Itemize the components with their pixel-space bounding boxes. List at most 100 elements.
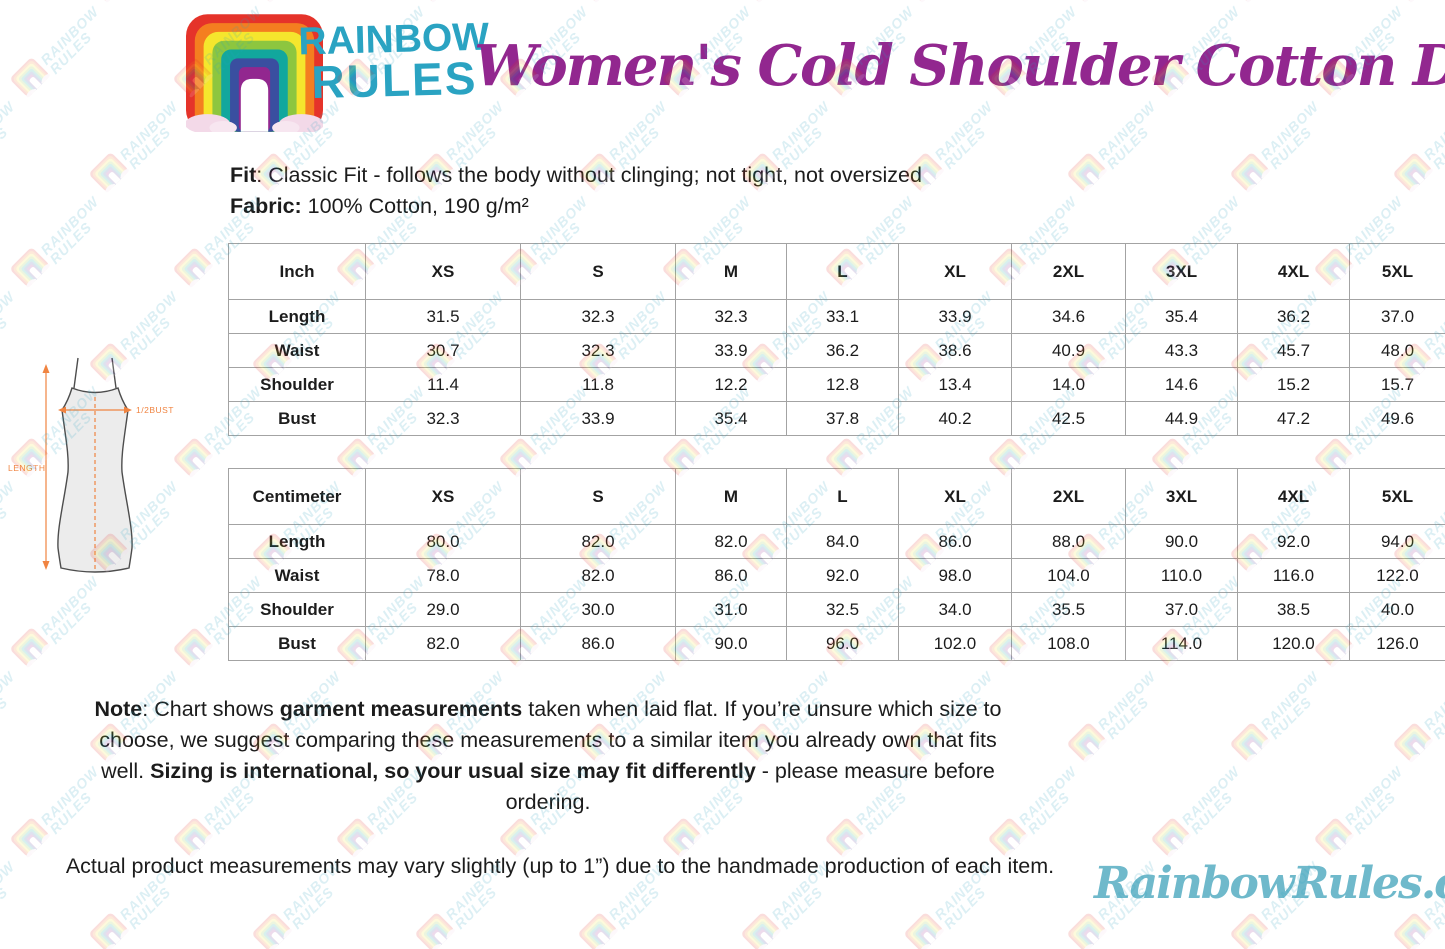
measurement-cell: 104.0 (1011, 558, 1126, 593)
measurement-cell: 37.8 (786, 401, 899, 436)
measurement-cell: 48.0 (1349, 333, 1445, 368)
measurement-cell: 13.4 (898, 367, 1012, 402)
page-title: Women's Cold Shoulder Cotton Dress (474, 33, 1445, 99)
measurement-cell: 35.5 (1011, 592, 1126, 627)
table-row: Bust 82.0 86.0 90.0 96.0 102.0 108.0 114.0 120.0… (228, 626, 1445, 661)
measurement-cell: 14.0 (1011, 367, 1126, 402)
measurement-cell: 92.0 (1237, 524, 1350, 559)
brand-wordmark: RAINBOW RULES (298, 16, 491, 109)
note-text: Note: Chart shows garment measurements t… (94, 697, 1001, 814)
measurement-cell: 116.0 (1237, 558, 1350, 593)
measurement-cell: 12.2 (675, 367, 787, 402)
measurement-cell: 45.7 (1237, 333, 1350, 368)
measurement-cell: 40.2 (898, 401, 1012, 436)
size-header-cell: S (520, 468, 676, 525)
measurement-cell: 42.5 (1011, 401, 1126, 436)
note-regular-text: taken when laid flat. If you’re unsure w… (99, 697, 1002, 783)
measurement-cell: 122.0 (1349, 558, 1445, 593)
size-header-cell: M (675, 243, 787, 300)
measurement-cell: 15.2 (1237, 367, 1350, 402)
fabric-text: 100% Cotton, 190 g/m² (301, 194, 529, 218)
measurement-cell: 80.0 (365, 524, 521, 559)
table-header-row: Centimeter XS S M L XL 2XL 3XL 4XL 5XL (228, 468, 1445, 525)
size-header-cell: 5XL (1349, 468, 1445, 525)
size-header-cell: 4XL (1237, 468, 1350, 525)
measurement-cell: 44.9 (1125, 401, 1238, 436)
measurement-cell: 82.0 (520, 558, 676, 593)
measurement-cell: 29.0 (365, 592, 521, 627)
watermark-logo-icon (905, 0, 943, 3)
measurement-cell: 32.3 (520, 333, 676, 368)
watermark-logo-icon (253, 0, 291, 3)
bust-arrowhead-left (58, 406, 66, 414)
size-table-inch: Inch XS S M L XL 2XL 3XL 4XL 5XL Length 31.5 32.3 32.… (228, 243, 1445, 436)
measurement-cell: 92.0 (786, 558, 899, 593)
size-table: Inch XS S M L XL 2XL 3XL 4XL 5XL Length 31.5 32.3 32.… (228, 243, 1445, 436)
size-header-cell: XL (898, 468, 1012, 525)
size-table: Centimeter XS S M L XL 2XL 3XL 4XL 5XL Length 80.0 8… (228, 468, 1445, 661)
measurement-cell: 11.4 (365, 367, 521, 402)
measurement-cell: 88.0 (1011, 524, 1126, 559)
size-header-cell: XS (365, 468, 521, 525)
watermark-logo-icon (1394, 723, 1433, 763)
watermark-logo-icon (1394, 153, 1433, 193)
measurement-cell: 11.8 (520, 367, 676, 402)
measurement-cell: 102.0 (898, 626, 1012, 661)
bust-arrowhead-right (124, 406, 132, 414)
watermark-logo-icon (1068, 0, 1106, 3)
size-header-cell: L (786, 468, 899, 525)
bust-label: 1/2BUST (136, 405, 174, 415)
watermark-logo-icon (1068, 723, 1107, 763)
watermark-logo-icon (1152, 818, 1191, 858)
measurement-cell: 49.6 (1349, 401, 1445, 436)
measurement-cell: 47.2 (1237, 401, 1350, 436)
fit-line: Fit: Classic Fit - follows the body with… (230, 160, 922, 191)
dress-measurement-diagram: LENGTH 1/2BUST (8, 357, 174, 573)
size-header-cell: S (520, 243, 676, 300)
size-header-cell: M (675, 468, 787, 525)
watermark-logo-icon (90, 153, 129, 193)
measurement-cell: 34.0 (898, 592, 1012, 627)
watermark-logo-icon (742, 0, 780, 3)
size-header-cell: 2XL (1011, 468, 1126, 525)
measurement-cell: 90.0 (675, 626, 787, 661)
row-label-cell: Shoulder (228, 592, 366, 627)
measurement-cell: 40.9 (1011, 333, 1126, 368)
watermark-logo-icon (11, 58, 50, 98)
row-label-cell: Bust (228, 626, 366, 661)
note-paragraph: Note: Chart shows garment measurements t… (88, 694, 1008, 818)
row-label-cell: Bust (228, 401, 366, 436)
watermark-logo-icon (90, 913, 129, 949)
measurement-cell: 37.0 (1349, 299, 1445, 334)
measurement-cell: 30.7 (365, 333, 521, 368)
measurement-cell: 82.0 (675, 524, 787, 559)
row-label-cell: Length (228, 299, 366, 334)
measurement-cell: 84.0 (786, 524, 899, 559)
dress-straps (73, 357, 117, 389)
footer-note: Actual product measurements may vary sli… (65, 854, 1055, 878)
watermark-logo-icon (1315, 818, 1354, 858)
measurement-cell: 40.0 (1349, 592, 1445, 627)
size-header-cell: 4XL (1237, 243, 1350, 300)
measurement-cell: 78.0 (365, 558, 521, 593)
fit-text: : Classic Fit - follows the body without… (256, 163, 922, 187)
watermark-logo-icon (11, 248, 50, 288)
watermark-logo-icon (253, 913, 292, 949)
brand-line2: RULES (310, 51, 479, 109)
